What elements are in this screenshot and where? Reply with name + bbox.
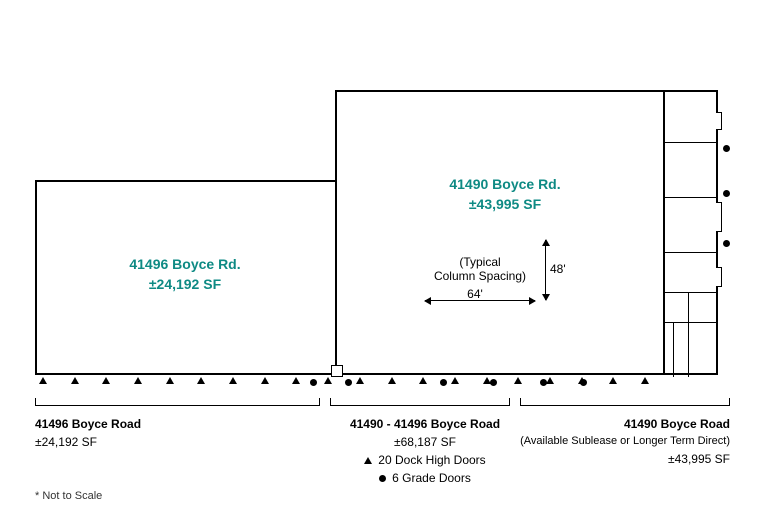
column-spacing-label: (Typical Column Spacing) bbox=[425, 255, 535, 283]
exterior-dot bbox=[723, 240, 730, 247]
triangle-icon bbox=[364, 457, 372, 464]
building-left-name: 41496 Boyce Rd. bbox=[129, 256, 240, 272]
building-right-sf: ±43,995 SF bbox=[469, 196, 541, 212]
legend-center: 41490 - 41496 Boyce Road ±68,187 SF 20 D… bbox=[315, 415, 535, 487]
dock-door-icon bbox=[197, 377, 205, 384]
legend-left-sf: ±24,192 SF bbox=[35, 433, 141, 451]
grade-door-icon bbox=[490, 379, 497, 386]
dock-door-icon bbox=[356, 377, 364, 384]
grade-door-icon bbox=[345, 379, 352, 386]
dock-door-icon bbox=[166, 377, 174, 384]
dock-door-icon bbox=[609, 377, 617, 384]
legend-dock-text: 20 Dock High Doors bbox=[378, 451, 485, 469]
legend-right-note: (Available Sublease or Longer Term Direc… bbox=[520, 433, 730, 450]
dock-door-icon bbox=[102, 377, 110, 384]
dock-door-icon bbox=[229, 377, 237, 384]
legend-center-title: 41490 - 41496 Boyce Road bbox=[315, 415, 535, 433]
exterior-dot bbox=[723, 145, 730, 152]
legend-center-sf: ±68,187 SF bbox=[315, 433, 535, 451]
grade-door-icon bbox=[310, 379, 317, 386]
legend-right-title: 41490 Boyce Road bbox=[520, 415, 730, 433]
dock-door-icon bbox=[261, 377, 269, 384]
label-41490: 41490 Boyce Rd. ±43,995 SF bbox=[415, 175, 595, 214]
legend-left: 41496 Boyce Road ±24,192 SF bbox=[35, 415, 141, 451]
legend-grade-text: 6 Grade Doors bbox=[392, 469, 471, 487]
legend-right-sf: ±43,995 SF bbox=[520, 450, 730, 468]
dock-door-icon bbox=[388, 377, 396, 384]
dock-door-icon bbox=[134, 377, 142, 384]
floorplan-container: 41496 Boyce Rd. ±24,192 SF 41490 Boyce R… bbox=[35, 90, 730, 390]
dim-arrow-48 bbox=[545, 240, 546, 300]
footnote: * Not to Scale bbox=[35, 490, 102, 502]
dock-door-icon bbox=[324, 377, 332, 384]
building-left-sf: ±24,192 SF bbox=[149, 276, 221, 292]
grade-door-icon bbox=[440, 379, 447, 386]
bracket-left bbox=[35, 405, 320, 406]
grade-door-icon bbox=[540, 379, 547, 386]
bracket-right bbox=[520, 405, 730, 406]
dock-door-icon bbox=[39, 377, 47, 384]
bracket-center bbox=[330, 405, 510, 406]
office-area bbox=[663, 90, 718, 375]
dock-door-icon bbox=[71, 377, 79, 384]
dock-door-icon bbox=[419, 377, 427, 384]
legend-right: 41490 Boyce Road (Available Sublease or … bbox=[520, 415, 730, 468]
dock-door-icon bbox=[451, 377, 459, 384]
legend-left-title: 41496 Boyce Road bbox=[35, 415, 141, 433]
circle-icon bbox=[379, 475, 386, 482]
dim-64-text: 64' bbox=[455, 287, 495, 301]
dock-door-icon bbox=[292, 377, 300, 384]
dim-48-text: 48' bbox=[550, 262, 566, 276]
building-41490 bbox=[335, 90, 665, 375]
grade-door-icon bbox=[580, 379, 587, 386]
building-right-name: 41490 Boyce Rd. bbox=[449, 176, 560, 192]
dock-door-icon bbox=[514, 377, 522, 384]
dock-door-icon bbox=[546, 377, 554, 384]
label-41496: 41496 Boyce Rd. ±24,192 SF bbox=[95, 255, 275, 294]
exterior-dot bbox=[723, 190, 730, 197]
dock-door-icon bbox=[641, 377, 649, 384]
